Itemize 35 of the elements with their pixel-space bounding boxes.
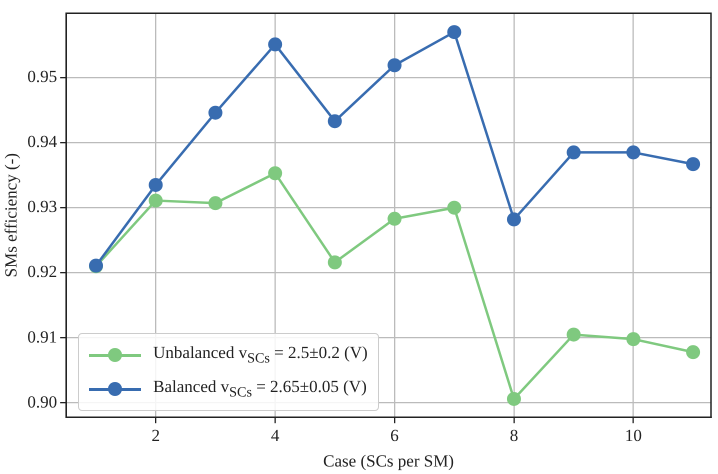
y-tick-label: 0.93 (27, 197, 58, 216)
y-tick-label: 0.91 (27, 327, 58, 346)
x-tick-label: 8 (510, 426, 518, 445)
point (148, 194, 163, 208)
y-axis-title: SMs efficiency (-) (2, 153, 21, 278)
point (328, 114, 342, 128)
point (328, 255, 342, 270)
point (447, 200, 462, 215)
x-tick-label: 4 (270, 426, 280, 445)
point (626, 145, 640, 160)
point (268, 37, 282, 52)
y-tick-label: 0.90 (27, 392, 58, 412)
x-tick-label: 2 (151, 426, 160, 445)
x-axis-title: Case (SCs per SM) (323, 451, 454, 470)
point (566, 328, 581, 342)
point (447, 25, 462, 40)
legend-label: Unbalanced v$_{SCs}$ = 2.5±0.2 (V) (153, 343, 368, 368)
point (686, 345, 700, 360)
y-tick-label: 0.94 (27, 132, 58, 152)
x-tick-label: 6 (390, 426, 399, 445)
point (208, 106, 222, 120)
y-tick-label: 0.92 (27, 262, 58, 282)
point (388, 212, 402, 226)
legend-label: Balanced v$_{SCs}$ = 2.65±0.05 (V) (153, 377, 367, 402)
point (208, 196, 222, 210)
point (506, 212, 521, 226)
point (686, 157, 700, 172)
point (148, 178, 163, 192)
point (506, 392, 521, 406)
point (388, 58, 402, 72)
x-tick-label: 10 (624, 426, 642, 445)
point (566, 145, 581, 160)
point (268, 166, 282, 180)
y-tick-label: 0.95 (27, 67, 58, 86)
point (626, 332, 640, 346)
